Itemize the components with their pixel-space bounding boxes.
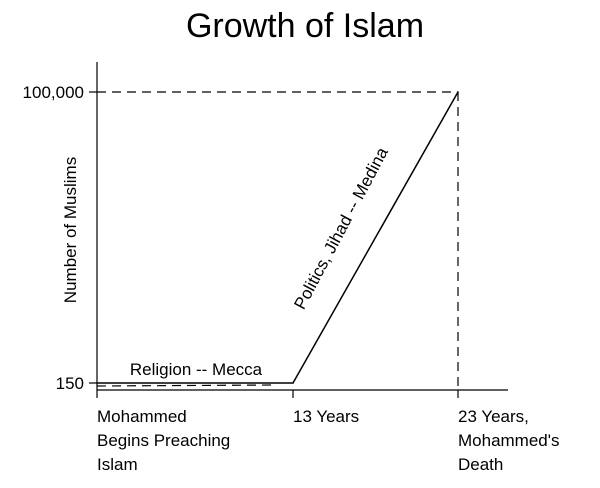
- chart-title: Growth of Islam: [186, 7, 424, 45]
- data-point-0: [96, 382, 98, 384]
- x-tick-label-line: Mohammed's: [458, 431, 560, 450]
- x-tick-label-line: 13 Years: [293, 407, 359, 426]
- y-tick-label-0: 150: [56, 374, 84, 393]
- x-tick-label-0: Mohammed Begins Preaching Islam: [97, 407, 230, 474]
- x-tick-label-line: Mohammed: [97, 407, 187, 426]
- y-tick-label-1: 100,000: [23, 83, 84, 102]
- x-tick-label-line: Islam: [97, 455, 138, 474]
- x-tick-label-line: Death: [458, 455, 503, 474]
- x-tick-label-line: 23 Years,: [458, 407, 529, 426]
- axes: [96, 62, 508, 391]
- y-ticks: 150 100,000: [23, 83, 97, 393]
- data-point-1: [292, 382, 294, 384]
- series-line-0: [97, 91, 459, 384]
- x-tick-label-2: 23 Years, Mohammed's Death: [458, 407, 560, 474]
- x-tick-label-line: Begins Preaching: [97, 431, 230, 450]
- annotation-politics-jihad-medina: Politics, Jihad -- Medina: [290, 144, 392, 313]
- x-tick-label-1: 13 Years: [293, 407, 359, 426]
- series: [96, 91, 459, 384]
- annotation-religion-mecca: Religion -- Mecca: [130, 360, 263, 379]
- y-axis-label: Number of Muslims: [61, 157, 80, 303]
- x-ticks: Mohammed Begins Preaching Islam 13 Years 23 …: [96, 390, 560, 474]
- data-point-2: [457, 91, 459, 93]
- ref-line-bottom: [96, 384, 277, 387]
- reference-lines: [96, 91, 459, 390]
